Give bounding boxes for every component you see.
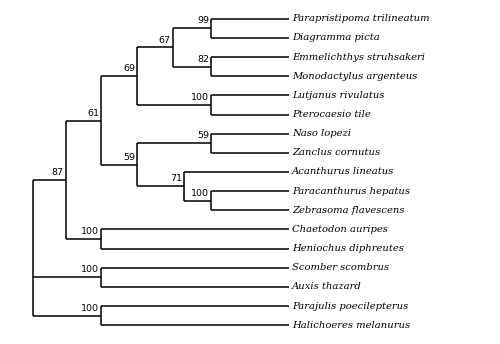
Text: Scomber scombrus: Scomber scombrus <box>292 263 389 272</box>
Text: Heniochus diphreutes: Heniochus diphreutes <box>292 244 404 253</box>
Text: Zanclus cornutus: Zanclus cornutus <box>292 148 380 157</box>
Text: Zebrasoma flavescens: Zebrasoma flavescens <box>292 206 405 215</box>
Text: Chaetodon auripes: Chaetodon auripes <box>292 225 388 234</box>
Text: 82: 82 <box>198 55 209 64</box>
Text: 71: 71 <box>170 174 181 183</box>
Text: Parajulis poecilepterus: Parajulis poecilepterus <box>292 302 408 311</box>
Text: Halichoeres melanurus: Halichoeres melanurus <box>292 321 410 330</box>
Text: 100: 100 <box>81 304 99 313</box>
Text: 67: 67 <box>158 36 170 45</box>
Text: 59: 59 <box>123 153 135 162</box>
Text: 61: 61 <box>87 109 99 118</box>
Text: Paracanthurus hepatus: Paracanthurus hepatus <box>292 187 410 196</box>
Text: Naso lopezi: Naso lopezi <box>292 129 351 138</box>
Text: 69: 69 <box>123 64 135 73</box>
Text: 87: 87 <box>52 168 64 177</box>
Text: Lutjanus rivulatus: Lutjanus rivulatus <box>292 91 384 100</box>
Text: Diagramma picta: Diagramma picta <box>292 33 380 42</box>
Text: 100: 100 <box>81 227 99 236</box>
Text: Pterocaesio tile: Pterocaesio tile <box>292 110 370 119</box>
Text: 59: 59 <box>198 131 209 140</box>
Text: 100: 100 <box>81 266 99 275</box>
Text: 100: 100 <box>192 93 210 102</box>
Text: Auxis thazard: Auxis thazard <box>292 282 362 291</box>
Text: Acanthurus lineatus: Acanthurus lineatus <box>292 168 394 176</box>
Text: 100: 100 <box>192 189 210 198</box>
Text: Monodactylus argenteus: Monodactylus argenteus <box>292 72 417 81</box>
Text: Emmelichthys struhsakeri: Emmelichthys struhsakeri <box>292 53 425 62</box>
Text: 99: 99 <box>198 17 209 25</box>
Text: Parapristipoma trilineatum: Parapristipoma trilineatum <box>292 14 430 23</box>
